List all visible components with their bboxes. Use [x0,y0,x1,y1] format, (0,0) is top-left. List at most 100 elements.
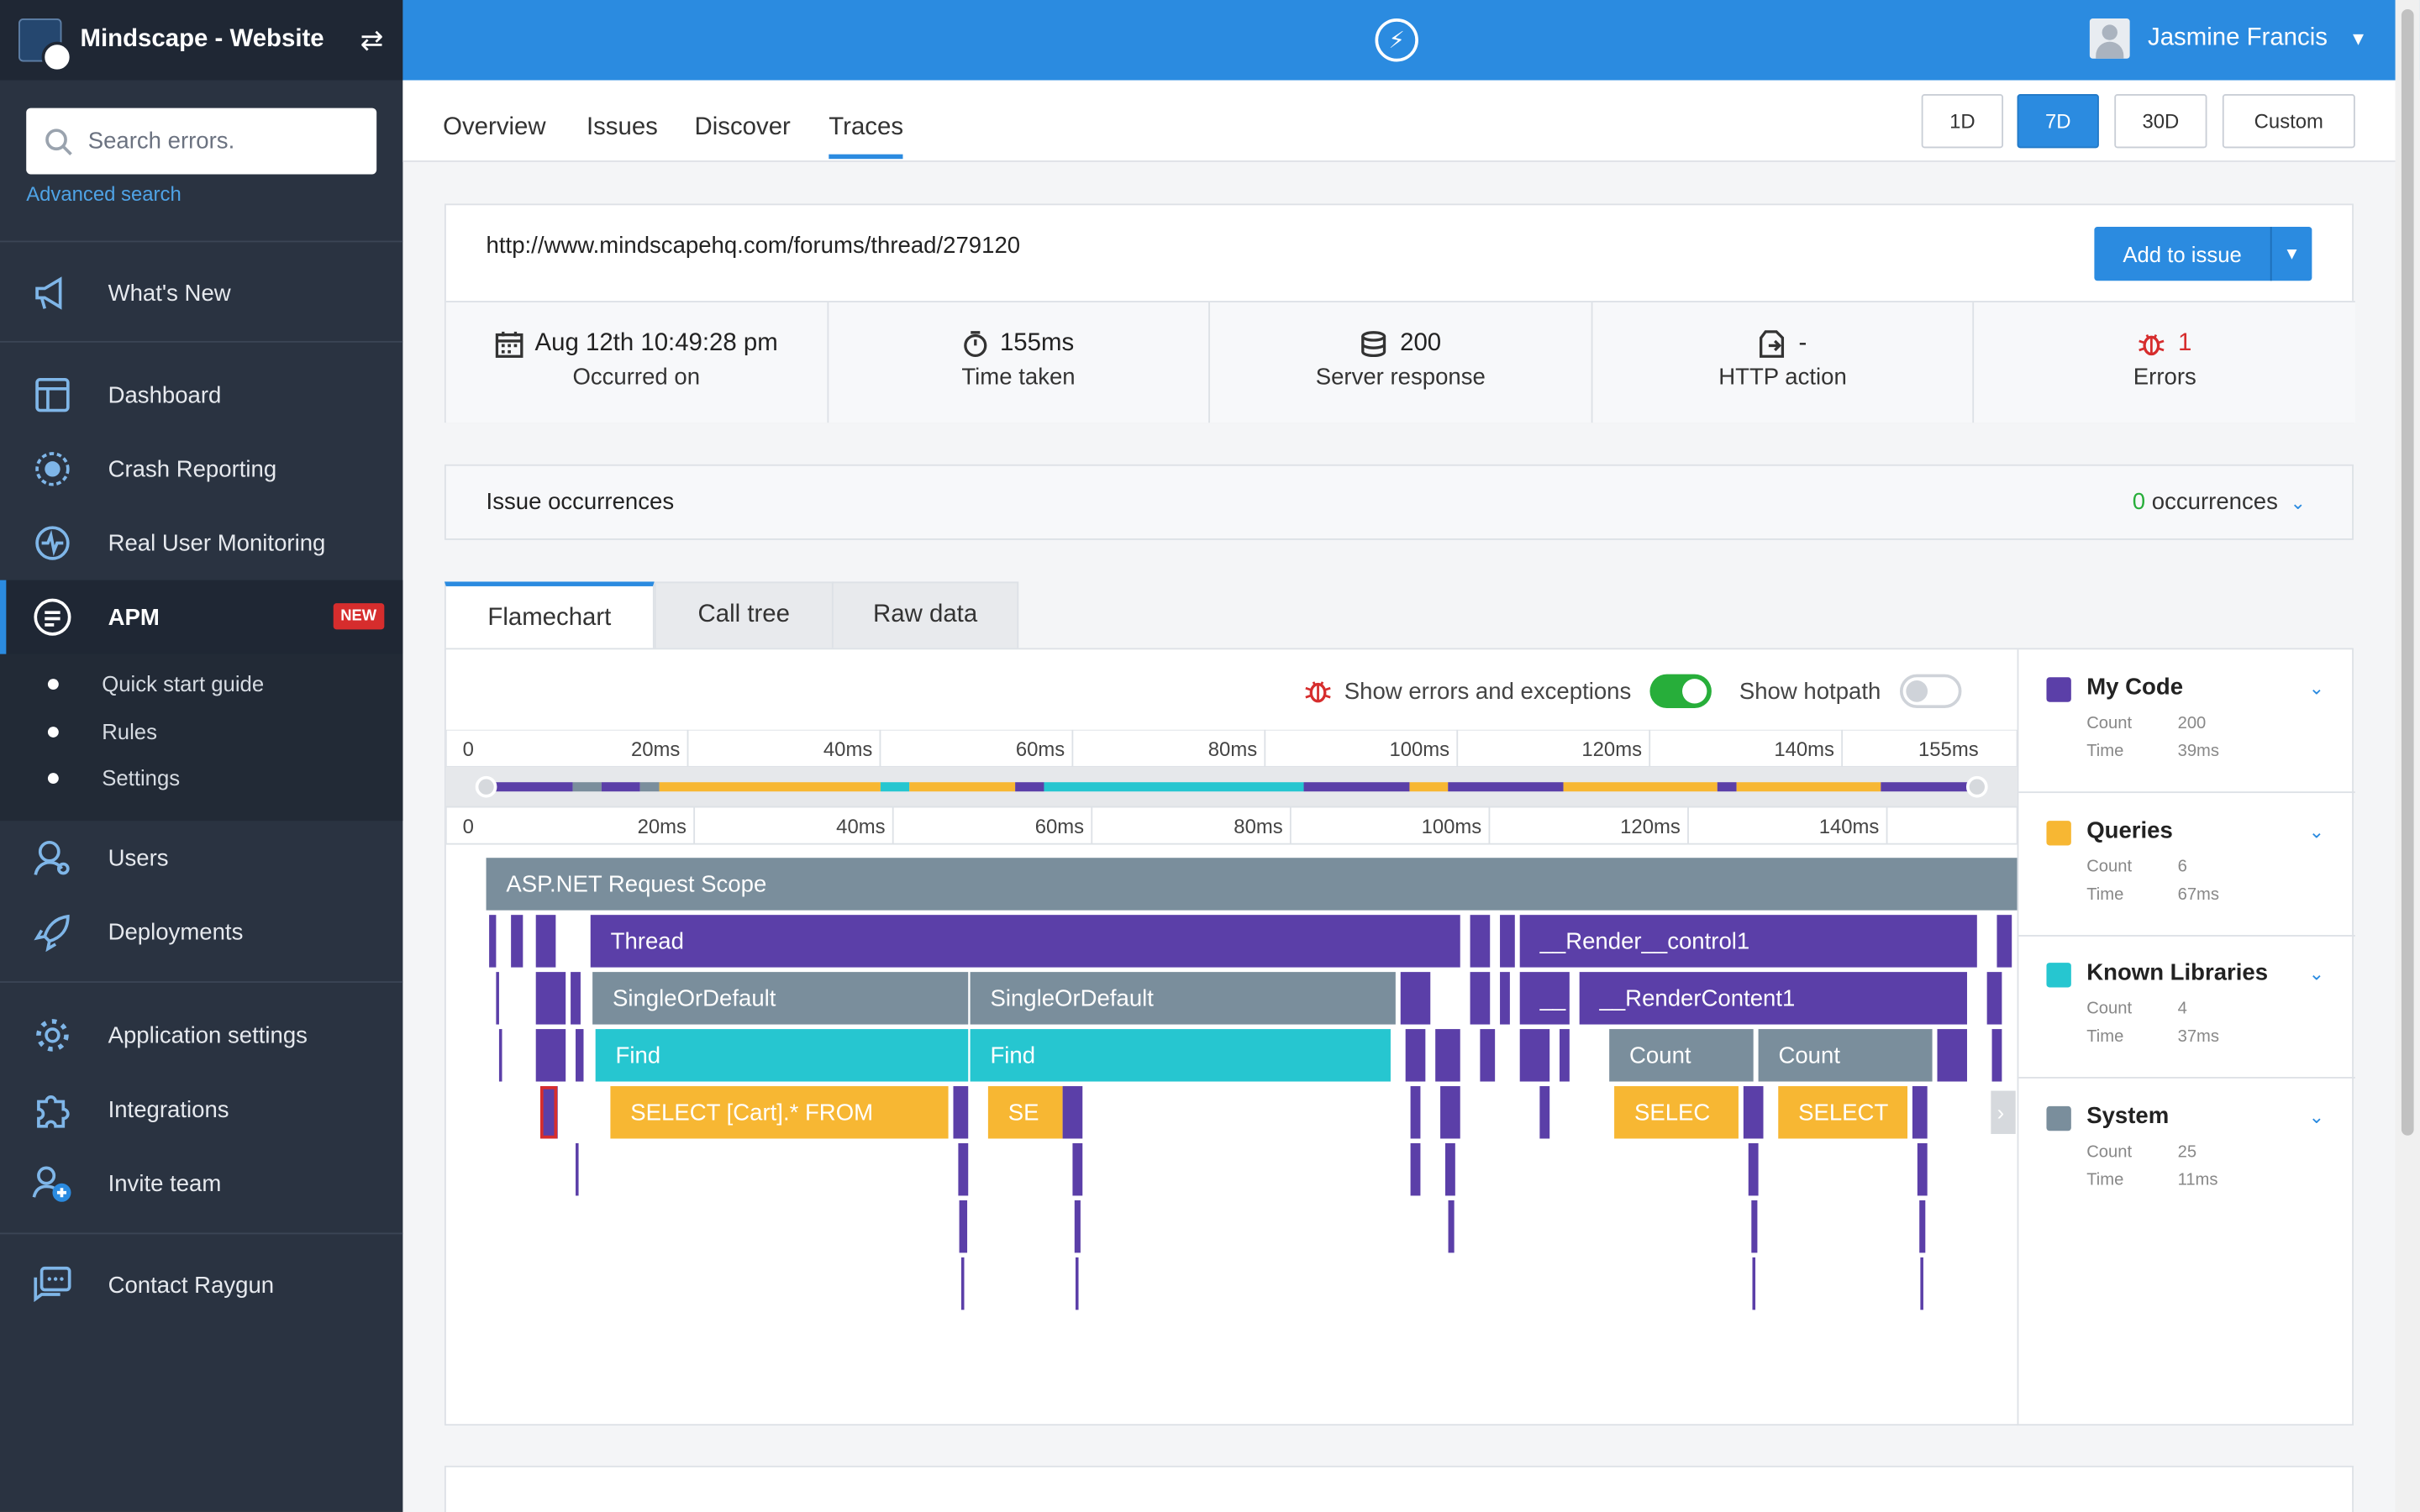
app-name[interactable]: Mindscape - Website [80,26,324,53]
flame-sliver [1539,1086,1550,1139]
users-icon [28,833,77,883]
submenu-rules[interactable]: Rules [0,708,402,754]
range-custom-button[interactable]: Custom [2222,94,2355,149]
stat-occurred-on: Aug 12th 10:49:28 pm Occurred on [446,302,829,423]
chevron-down-icon[interactable]: ▼ [2283,244,2301,264]
tab-overview[interactable]: Overview [443,113,546,141]
search-input[interactable] [87,128,350,155]
flame-frame-label: Thread [611,928,684,954]
flame-sliver [540,1086,558,1139]
issue-occurrences-panel[interactable]: Issue occurrences 0 occurrences ⌄ [444,464,2354,540]
submenu-settings[interactable]: Settings [0,754,402,801]
flame-sliver [1500,972,1510,1025]
nav-dashboard[interactable]: Dashboard [0,358,402,432]
advanced-search-link[interactable]: Advanced search [26,181,182,206]
divider [0,1232,403,1235]
occurrences-summary[interactable]: 0 occurrences ⌄ [2133,489,2306,515]
nav-whats-new[interactable]: What's New [0,256,402,330]
hotpath-toggle[interactable] [1899,674,1961,709]
nav-label: What's New [108,280,231,307]
flame-sliver [496,972,499,1025]
apm-icon [28,592,77,642]
tick-label: 60ms [1035,816,1084,838]
nav-deployments[interactable]: Deployments [0,895,402,969]
flame-sliver [1919,1200,1926,1253]
flame-frame [1519,972,1570,1025]
chat-icon [28,1261,77,1310]
minimap-segment [880,782,910,792]
tick-label: 80ms [1208,738,1257,761]
tab-call-tree[interactable]: Call tree [654,581,834,650]
stat-label: Time taken [961,364,1076,391]
flame-frame [610,1086,949,1139]
legend-time: 39ms [2177,742,2220,761]
nav-integrations[interactable]: Integrations [0,1073,402,1147]
nav-label: Deployments [108,918,244,945]
nav-invite-team[interactable]: Invite team [0,1147,402,1221]
submenu-quick-start-guide[interactable]: Quick start guide [0,660,402,706]
tab-issues[interactable]: Issues [586,113,658,141]
legend-my-code[interactable]: My Code ⌄ Count 200 Time 39ms [2018,649,2355,794]
legend-known-libraries[interactable]: Known Libraries ⌄ Count 4 Time 37ms [2018,935,2355,1079]
tab-discover[interactable]: Discover [694,113,791,141]
raygun-logo-icon[interactable]: ⚡ [1375,18,1418,62]
switch-app-icon[interactable]: ⇄ [360,24,384,55]
button-separator [2270,226,2272,281]
flame-sliver [1448,1200,1455,1253]
flame-sliver [1444,1142,1455,1196]
flame-frame-label: Count [1629,1042,1691,1068]
nav-real-user-monitoring[interactable]: Real User Monitoring [0,506,402,580]
section-tabs: Overview Issues Discover Traces 1D 7D 30… [402,80,2396,162]
chevron-down-icon[interactable]: ⌄ [2308,677,2325,700]
legend-name: Known Libraries [2086,959,2269,986]
errors-toggle[interactable] [1649,674,1712,709]
app-logo-icon[interactable] [18,18,73,73]
flame-sliver [1751,1200,1758,1253]
tick-label: 40ms [823,738,872,761]
flame-frame [1614,1086,1739,1139]
stat-server-response: 200 Server response [1210,302,1593,423]
nav-label: Crash Reporting [108,455,277,482]
flame-frame [595,1029,969,1082]
scrollbar-thumb[interactable] [2401,9,2414,1136]
hotpath-toggle-label: Show hotpath [1739,678,1881,705]
flame-frame [590,915,1460,968]
range-7d-button[interactable]: 7D [2017,94,2099,149]
flame-frame-label: __Render__control1 [1539,928,1750,954]
app-header: Mindscape - Website ⇄ [0,0,403,81]
scrollbar[interactable] [2395,0,2420,1512]
flame-sliver [576,1029,584,1082]
legend-swatch [2046,677,2071,702]
legend-queries[interactable]: Queries ⌄ Count 6 Time 67ms [2018,793,2355,937]
range-1d-button[interactable]: 1D [1921,94,2004,149]
tab-flamechart[interactable]: Flamechart [444,581,655,652]
nav-application-settings[interactable]: Application settings [0,998,402,1072]
chevron-down-icon[interactable]: ⌄ [2308,1105,2325,1128]
submenu-label: Quick start guide [102,670,265,696]
stat-label: Occurred on [572,364,701,391]
flame-sliver [1074,1200,1081,1253]
chevron-down-icon[interactable]: ⌄ [2308,963,2325,984]
nav-users[interactable]: Users [0,821,402,895]
flamechart[interactable]: 0 20ms 40ms 60ms 80ms 100ms 120ms 140ms 155ms 0 20… [445,729,2018,1425]
legend-time: 67ms [2177,885,2220,905]
legend-count: 6 [2177,858,2187,877]
flame-sliver [1470,972,1491,1025]
puzzle-icon [28,1084,77,1134]
flamechart-panel: Show errors and exceptions Show hotpath … [444,648,2355,1426]
search-box[interactable] [26,108,377,175]
nav-crash-reporting[interactable]: Crash Reporting [0,432,402,506]
range-30d-button[interactable]: 30D [2114,94,2207,149]
add-to-issue-button[interactable]: Add to issue ▼ [2094,226,2312,281]
legend-system[interactable]: System ⌄ Count 25 Time 11ms [2018,1079,2354,1222]
bullet [47,678,59,690]
chevron-down-icon[interactable]: ⌄ [2308,821,2325,843]
nav-label: APM [108,604,160,631]
nav-contact-raygun[interactable]: Contact Raygun [0,1248,402,1322]
tick-label: 60ms [1016,738,1065,761]
nav-apm[interactable]: APM NEW [0,580,403,654]
user-menu[interactable]: Jasmine Francis ▼ [2089,18,2367,59]
tab-raw-data[interactable]: Raw data [831,581,1019,650]
tab-traces[interactable]: Traces [829,113,904,160]
flame-sliver [1519,1029,1550,1082]
